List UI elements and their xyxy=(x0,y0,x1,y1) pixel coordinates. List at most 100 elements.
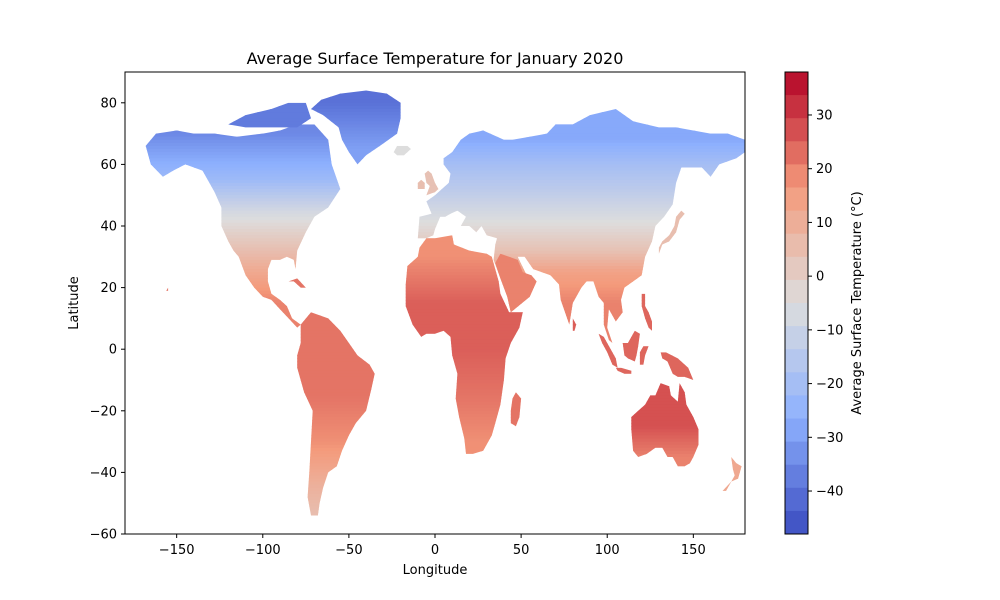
temperature-band xyxy=(145,145,341,150)
temperature-band xyxy=(660,364,694,369)
temperature-band xyxy=(417,182,425,187)
temperature-band xyxy=(311,118,401,122)
temperature-band xyxy=(417,152,745,156)
temperature-band xyxy=(631,395,699,400)
temperature-band xyxy=(393,149,411,153)
region xyxy=(631,383,699,467)
temperature-band xyxy=(572,324,577,329)
temperature-band xyxy=(417,207,745,212)
temperature-band xyxy=(495,287,537,292)
temperature-band xyxy=(405,266,523,270)
temperature-band xyxy=(417,210,745,215)
temperature-band xyxy=(297,447,375,452)
temperature-band xyxy=(417,241,745,246)
temperature-band xyxy=(631,392,699,396)
temperature-band xyxy=(405,352,523,356)
temperature-band xyxy=(417,272,745,276)
colorbar-band xyxy=(785,141,808,165)
temperature-band xyxy=(631,423,699,427)
temperature-band xyxy=(145,226,341,230)
temperature-band xyxy=(297,324,375,329)
temperature-band xyxy=(297,423,375,427)
temperature-band xyxy=(145,136,341,141)
colorbar-band xyxy=(785,441,808,466)
temperature-band xyxy=(311,139,401,144)
x-axis-ticks: −150 −100 −50 0 50 100 150 xyxy=(159,534,706,558)
temperature-band xyxy=(417,198,745,202)
colorbar-band xyxy=(785,72,808,96)
temperature-band xyxy=(311,145,401,150)
temperature-band xyxy=(660,358,694,363)
temperature-band xyxy=(510,420,522,424)
temperature-band xyxy=(405,435,523,440)
temperature-band xyxy=(297,386,375,390)
temperature-band xyxy=(297,333,375,338)
temperature-band xyxy=(510,410,522,415)
temperature-band xyxy=(311,127,401,132)
temperature-band xyxy=(405,426,523,430)
colorbar-band xyxy=(785,326,808,350)
temperature-band xyxy=(405,429,523,433)
temperature-band xyxy=(417,173,745,178)
region xyxy=(417,179,425,189)
temperature-band xyxy=(145,232,341,236)
x-tick-label: 150 xyxy=(681,543,706,558)
temperature-band xyxy=(311,133,401,138)
temperature-band xyxy=(615,370,632,374)
y-tick-label: −40 xyxy=(90,466,117,481)
temperature-band xyxy=(495,281,537,286)
temperature-band xyxy=(145,219,341,224)
region xyxy=(393,145,411,156)
temperature-band xyxy=(405,380,523,384)
temperature-band xyxy=(405,327,523,332)
temperature-band xyxy=(228,124,311,128)
temperature-band xyxy=(311,102,401,107)
temperature-band xyxy=(297,413,375,418)
temperature-band xyxy=(417,266,745,270)
temperature-band xyxy=(722,457,742,461)
temperature-band xyxy=(417,130,745,135)
temperature-band xyxy=(311,149,401,153)
temperature-band xyxy=(405,330,523,335)
temperature-band xyxy=(495,306,537,310)
temperature-band xyxy=(417,195,745,199)
temperature-band xyxy=(631,432,699,437)
temperature-band xyxy=(393,155,411,156)
temperature-band xyxy=(417,238,745,242)
temperature-band xyxy=(722,460,742,464)
temperature-band xyxy=(405,401,523,406)
temperature-band xyxy=(297,404,375,409)
temperature-band xyxy=(658,229,685,233)
temperature-band xyxy=(510,423,522,427)
colorbar-band xyxy=(785,95,808,119)
colorbar-band xyxy=(785,418,808,443)
temperature-band xyxy=(417,121,745,125)
temperature-band xyxy=(641,309,652,313)
temperature-band xyxy=(145,235,341,239)
temperature-band xyxy=(297,376,375,381)
temperature-band xyxy=(417,201,745,206)
temperature-band xyxy=(145,229,341,233)
temperature-band xyxy=(297,364,375,369)
temperature-band xyxy=(311,124,401,129)
temperature-band xyxy=(311,93,401,98)
temperature-band xyxy=(145,161,341,165)
temperature-band xyxy=(405,256,523,261)
temperature-band xyxy=(297,343,375,347)
colorbar-tick-label: 10 xyxy=(816,216,833,231)
temperature-band xyxy=(417,176,745,181)
temperature-band xyxy=(297,463,375,467)
temperature-band xyxy=(297,358,375,363)
temperature-band xyxy=(297,410,375,415)
temperature-band xyxy=(598,352,618,356)
temperature-band xyxy=(297,346,375,350)
temperature-band xyxy=(405,324,523,329)
temperature-band xyxy=(510,407,522,412)
temperature-band xyxy=(495,272,537,276)
temperature-band xyxy=(417,133,745,138)
colorbar-band xyxy=(785,464,808,489)
region xyxy=(166,287,169,291)
temperature-band xyxy=(417,145,745,150)
temperature-band xyxy=(288,281,306,286)
temperature-band xyxy=(297,450,375,455)
